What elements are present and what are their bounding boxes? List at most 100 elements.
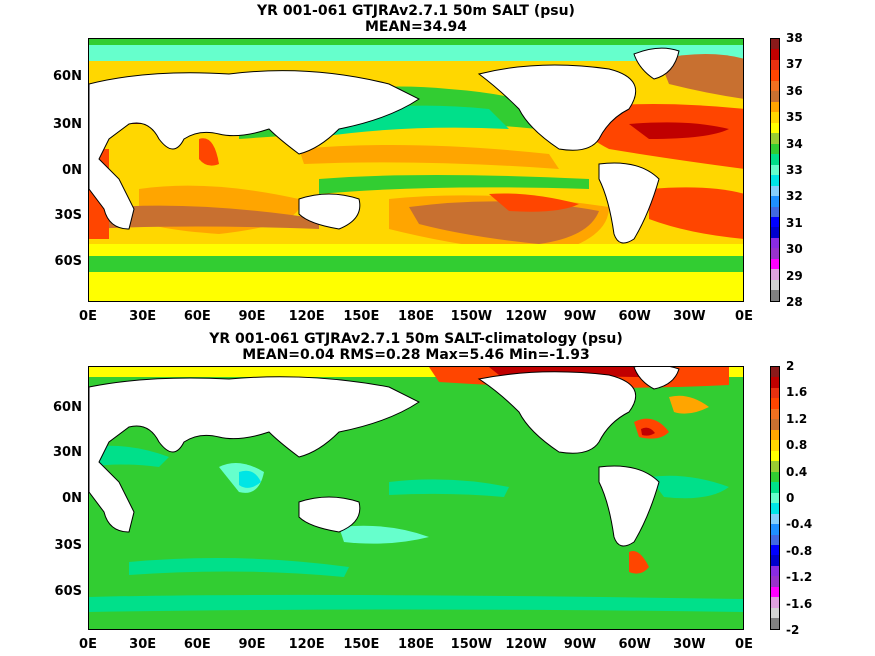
top-land xyxy=(89,47,680,244)
colorbar-tick-label: -0.4 xyxy=(786,517,813,532)
x-tick-label: 30E xyxy=(129,309,157,324)
arabian-sea xyxy=(199,138,219,166)
x-tick-label: 90W xyxy=(563,309,597,324)
colorbar-swatch xyxy=(771,367,779,378)
colorbar-swatch xyxy=(771,248,779,259)
colorbar-tick-label: 0.4 xyxy=(786,464,808,479)
bottom-colorbar xyxy=(770,366,780,630)
arctic-edge xyxy=(89,39,743,45)
bottom-title: YR 001-061 GTJRAv2.7.1 50m SALT-climatol… xyxy=(209,331,623,347)
colorbar-tick-label: -1.2 xyxy=(786,570,813,585)
bottom-anomaly-map xyxy=(88,366,744,630)
eurasia-africa xyxy=(89,70,420,230)
colorbar-swatch xyxy=(771,39,779,50)
colorbar-swatch xyxy=(771,175,779,186)
x-tick-label: 60W xyxy=(618,309,651,324)
colorbar-swatch xyxy=(771,565,779,577)
colorbar-swatch xyxy=(771,258,779,270)
colorbar-swatch xyxy=(771,185,779,197)
so-band-2 xyxy=(89,256,743,272)
bottom-ytick: 60S xyxy=(54,584,82,599)
colorbar-tick-label: 36 xyxy=(786,83,803,98)
colorbar-swatch xyxy=(771,440,779,451)
top-ytick: 60S xyxy=(54,254,82,269)
so-band-1 xyxy=(89,244,743,256)
eq-fresh xyxy=(319,175,589,194)
australia xyxy=(298,496,361,533)
colorbar-tick-label: 1.2 xyxy=(786,411,808,426)
top-ytick: 60N xyxy=(53,69,82,84)
colorbar-swatch xyxy=(771,429,779,441)
x-tick-label: 150E xyxy=(343,309,380,324)
colorbar-tick-label: 33 xyxy=(786,163,803,177)
colorbar-swatch xyxy=(771,154,779,165)
eurasia-africa xyxy=(89,376,420,533)
so-band-3 xyxy=(89,272,743,301)
x-tick-label: 0E xyxy=(79,309,97,324)
bottom-map-svg xyxy=(89,367,743,629)
top-salinity-map xyxy=(88,38,744,302)
x-tick-label: 120E xyxy=(288,309,325,324)
anom-labrador xyxy=(669,395,709,414)
colorbar-tick-label: 31 xyxy=(786,215,803,230)
colorbar-swatch xyxy=(771,398,779,409)
spac-core xyxy=(409,201,599,244)
bottom-ytick: 30N xyxy=(53,445,82,460)
x-tick-label: 0E xyxy=(735,637,753,652)
colorbar-swatch xyxy=(771,450,779,462)
top-title: YR 001-061 GTJRAv2.7.1 50m SALT (psu) xyxy=(257,3,575,19)
north-america xyxy=(477,371,637,454)
anom-patch xyxy=(389,479,509,497)
colorbar-swatch xyxy=(771,618,779,629)
colorbar-swatch xyxy=(771,269,779,280)
bottom-ytick: 0N xyxy=(62,491,82,506)
bottom-ytick: 60N xyxy=(53,400,82,415)
colorbar-swatch xyxy=(771,503,779,514)
colorbar-swatch xyxy=(771,555,779,566)
natl-max xyxy=(629,122,729,139)
greenland xyxy=(633,47,680,80)
colorbar-swatch xyxy=(771,143,779,155)
x-tick-label: 60E xyxy=(183,637,211,652)
anom-arctic xyxy=(89,367,743,377)
colorbar-swatch xyxy=(771,101,779,113)
anom-patch xyxy=(239,470,261,488)
anom-patch xyxy=(89,445,169,467)
australia xyxy=(298,193,361,230)
south-america xyxy=(598,162,660,244)
greenland xyxy=(633,367,680,390)
x-tick-label: 150W xyxy=(450,637,493,652)
colorbar-swatch xyxy=(771,377,779,388)
colorbar-swatch xyxy=(771,408,779,420)
colorbar-swatch xyxy=(771,80,779,92)
x-tick-label: 30E xyxy=(129,637,157,652)
bottom-land xyxy=(89,367,680,547)
x-tick-label: 60W xyxy=(618,637,651,652)
colorbar-tick-label: 30 xyxy=(786,242,803,257)
anom-patch xyxy=(89,594,743,612)
colorbar-swatch xyxy=(771,471,779,483)
colorbar-swatch xyxy=(771,112,779,123)
south-america xyxy=(598,465,660,547)
anom-patch xyxy=(339,525,429,544)
x-tick-label: 60E xyxy=(183,309,211,324)
x-tick-label: 30W xyxy=(673,309,706,324)
colorbar-tick-label: 0 xyxy=(786,491,795,505)
x-tick-label: 0E xyxy=(79,637,97,652)
top-colorbar xyxy=(770,38,780,302)
colorbar-swatch xyxy=(771,164,779,176)
x-tick-label: 120W xyxy=(505,637,547,652)
x-tick-label: 90W xyxy=(563,637,597,652)
top-ytick: 0N xyxy=(62,163,82,178)
bottom-ytick: 30S xyxy=(54,538,82,553)
colorbar-swatch xyxy=(771,534,779,545)
colorbar-tick-label: 32 xyxy=(786,189,803,204)
colorbar-swatch xyxy=(771,122,779,134)
colorbar-tick-label: 35 xyxy=(786,110,803,125)
spac-max xyxy=(489,193,579,212)
colorbar-tick-label: 1.6 xyxy=(786,385,808,400)
colorbar-swatch xyxy=(771,206,779,217)
x-tick-label: 180E xyxy=(397,637,435,652)
top-map-svg xyxy=(89,39,743,301)
x-tick-label: 30W xyxy=(673,637,706,652)
